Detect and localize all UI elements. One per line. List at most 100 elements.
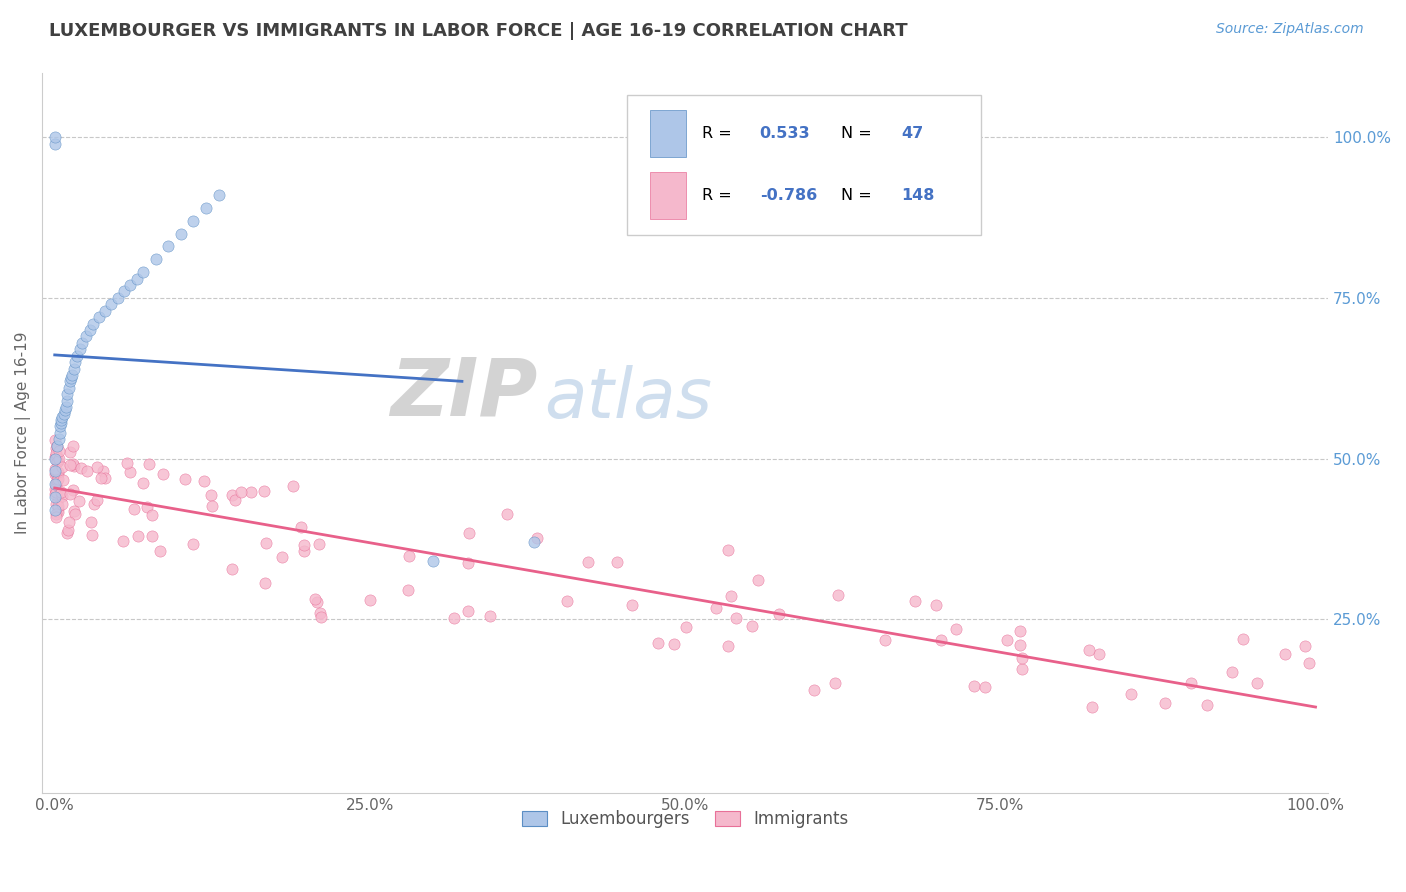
Text: 148: 148 — [901, 188, 935, 203]
Point — [72, 335, 94, 350]
Point — [62, 439, 84, 453]
Y-axis label: In Labor Force | Age 16-19: In Labor Force | Age 16-19 — [15, 332, 31, 534]
Point — [675, 619, 697, 633]
Point — [49, 413, 72, 427]
Text: N =: N = — [841, 127, 872, 141]
Point — [398, 549, 420, 563]
Point — [138, 457, 160, 471]
Point — [495, 507, 517, 521]
Point — [125, 271, 148, 285]
Point — [904, 594, 927, 608]
Text: atlas: atlas — [544, 365, 711, 432]
Point — [46, 465, 69, 479]
Point — [58, 381, 80, 395]
Text: LUXEMBOURGER VS IMMIGRANTS IN LABOR FORCE | AGE 16-19 CORRELATION CHART: LUXEMBOURGER VS IMMIGRANTS IN LABOR FORC… — [49, 22, 908, 40]
Point — [55, 525, 77, 540]
Point — [66, 349, 89, 363]
Point — [170, 227, 193, 241]
Point — [49, 416, 72, 430]
Point — [254, 576, 277, 591]
Point — [49, 425, 72, 440]
Point — [62, 361, 84, 376]
Point — [45, 486, 67, 500]
Text: R =: R = — [702, 127, 731, 141]
Point — [925, 599, 948, 613]
Point — [1220, 665, 1243, 679]
Point — [48, 432, 70, 446]
Point — [58, 515, 80, 529]
Point — [45, 484, 67, 499]
Point — [1011, 662, 1033, 676]
Point — [51, 409, 73, 424]
Point — [44, 464, 66, 478]
Point — [135, 500, 157, 514]
Point — [48, 454, 70, 468]
Point — [51, 459, 73, 474]
Bar — [651, 172, 686, 219]
Point — [49, 419, 72, 434]
Point — [44, 490, 66, 504]
Point — [79, 323, 101, 337]
Text: N =: N = — [841, 188, 872, 203]
Point — [48, 443, 70, 458]
Point — [149, 544, 172, 558]
Point — [606, 555, 628, 569]
Point — [69, 343, 91, 357]
Point — [717, 639, 740, 653]
Point — [1195, 698, 1218, 712]
Point — [44, 450, 66, 464]
Point — [1298, 656, 1320, 670]
Point — [70, 461, 93, 475]
Point — [929, 632, 952, 647]
Point — [46, 474, 69, 488]
Point — [75, 329, 97, 343]
Point — [45, 454, 67, 468]
Point — [94, 470, 117, 484]
Point — [55, 400, 77, 414]
Point — [254, 536, 277, 550]
Point — [122, 501, 145, 516]
Point — [60, 371, 83, 385]
Point — [422, 554, 444, 568]
Point — [86, 492, 108, 507]
Point — [46, 439, 69, 453]
Point — [46, 502, 69, 516]
Point — [768, 607, 790, 621]
Point — [60, 368, 83, 382]
FancyBboxPatch shape — [627, 95, 981, 235]
Point — [141, 508, 163, 522]
Text: 47: 47 — [901, 127, 924, 141]
Point — [195, 201, 218, 215]
Point — [141, 529, 163, 543]
Point — [94, 303, 117, 318]
Point — [62, 483, 84, 497]
Point — [479, 609, 502, 624]
Point — [131, 475, 153, 490]
Point — [290, 520, 312, 534]
Point — [67, 494, 90, 508]
Point — [76, 464, 98, 478]
Point — [44, 461, 66, 475]
Point — [1154, 696, 1177, 710]
Point — [231, 484, 253, 499]
Point — [45, 439, 67, 453]
Point — [48, 452, 70, 467]
Point — [457, 604, 479, 618]
Point — [48, 491, 70, 506]
Point — [803, 683, 825, 698]
Point — [240, 484, 263, 499]
Point — [90, 470, 112, 484]
Point — [44, 487, 66, 501]
Point — [621, 598, 644, 612]
Point — [827, 588, 849, 602]
Point — [63, 504, 86, 518]
Point — [45, 507, 67, 521]
Point — [1246, 675, 1268, 690]
Point — [224, 492, 246, 507]
Point — [52, 407, 75, 421]
Point — [46, 455, 69, 469]
Point — [45, 466, 67, 480]
Point — [221, 561, 243, 575]
Point — [127, 529, 149, 543]
Bar — [651, 111, 686, 157]
